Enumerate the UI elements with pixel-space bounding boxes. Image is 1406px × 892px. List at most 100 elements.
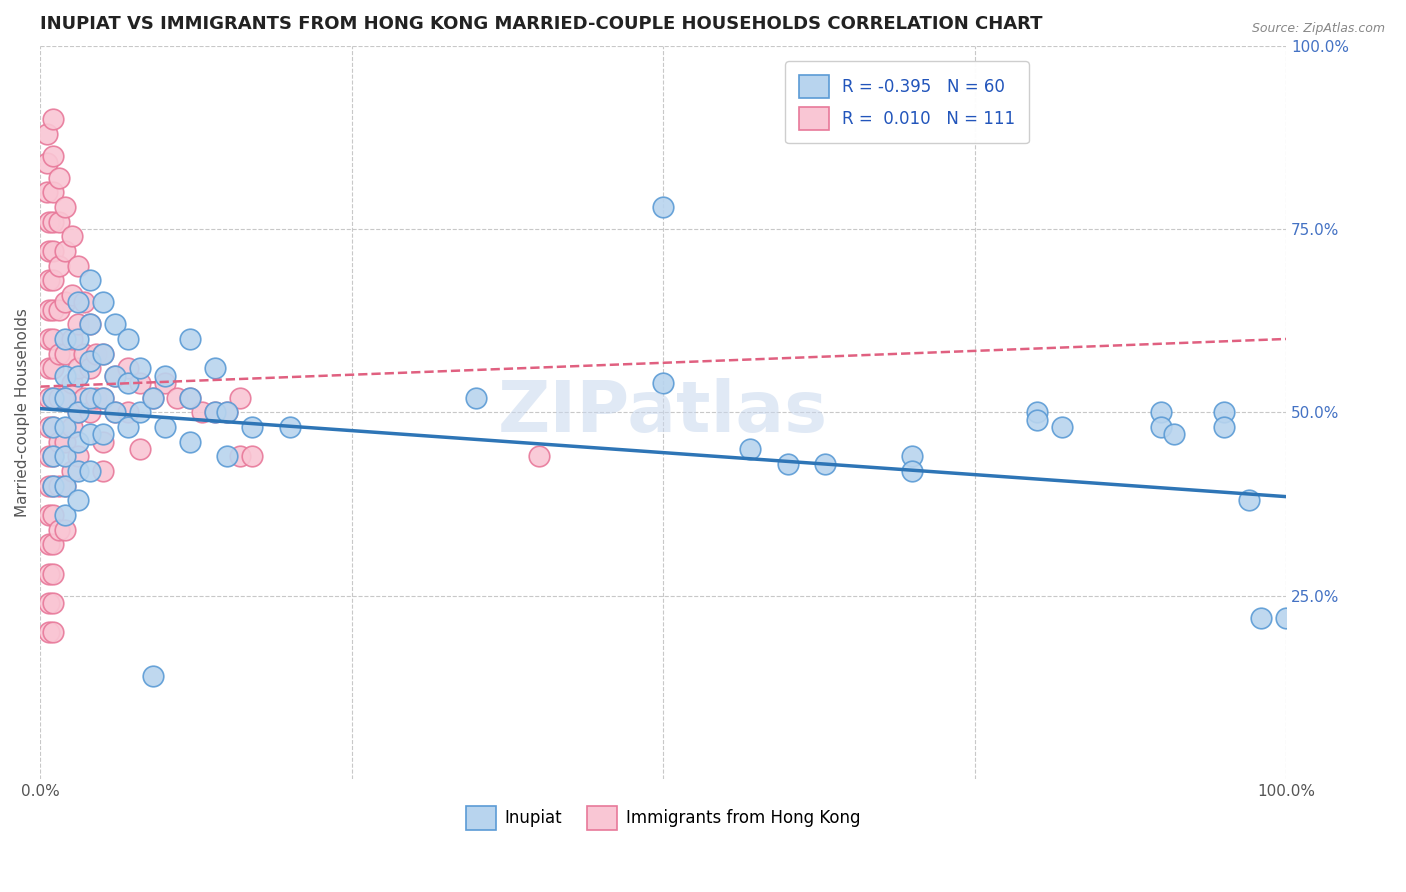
- Point: [179, 391, 201, 405]
- Point: [53, 244, 76, 258]
- Point: [1163, 427, 1185, 442]
- Point: [79, 464, 101, 478]
- Point: [42, 112, 65, 126]
- Point: [53, 346, 76, 360]
- Point: [1237, 493, 1260, 508]
- Point: [191, 405, 214, 419]
- Point: [38, 244, 60, 258]
- Point: [1150, 405, 1173, 419]
- Point: [42, 186, 65, 200]
- Point: [1025, 412, 1047, 426]
- Point: [228, 391, 250, 405]
- Y-axis label: Married-couple Households: Married-couple Households: [15, 308, 30, 516]
- Point: [66, 493, 89, 508]
- Point: [48, 478, 70, 492]
- Point: [53, 391, 76, 405]
- Point: [1050, 420, 1073, 434]
- Point: [129, 361, 152, 376]
- Point: [814, 457, 837, 471]
- Point: [91, 427, 114, 442]
- Point: [48, 170, 70, 185]
- Point: [901, 450, 924, 464]
- Point: [53, 295, 76, 310]
- Point: [42, 391, 65, 405]
- Point: [91, 391, 114, 405]
- Point: [35, 186, 58, 200]
- Point: [53, 523, 76, 537]
- Point: [53, 508, 76, 522]
- Point: [38, 596, 60, 610]
- Point: [48, 302, 70, 317]
- Point: [60, 464, 83, 478]
- Point: [117, 405, 139, 419]
- Point: [228, 450, 250, 464]
- Point: [153, 376, 176, 390]
- Point: [91, 434, 114, 449]
- Point: [42, 273, 65, 287]
- Point: [66, 368, 89, 383]
- Point: [48, 214, 70, 228]
- Point: [79, 361, 101, 376]
- Point: [48, 259, 70, 273]
- Point: [66, 332, 89, 346]
- Point: [86, 346, 108, 360]
- Point: [204, 361, 226, 376]
- Point: [48, 391, 70, 405]
- Point: [60, 229, 83, 244]
- Point: [38, 273, 60, 287]
- Point: [66, 405, 89, 419]
- Point: [73, 346, 96, 360]
- Point: [42, 332, 65, 346]
- Point: [1150, 420, 1173, 434]
- Point: [42, 361, 65, 376]
- Point: [42, 214, 65, 228]
- Point: [91, 391, 114, 405]
- Point: [53, 368, 76, 383]
- Point: [179, 434, 201, 449]
- Text: ZIPatlas: ZIPatlas: [498, 378, 828, 447]
- Point: [91, 346, 114, 360]
- Point: [204, 405, 226, 419]
- Point: [66, 405, 89, 419]
- Point: [53, 478, 76, 492]
- Point: [38, 361, 60, 376]
- Point: [1212, 405, 1234, 419]
- Point: [42, 302, 65, 317]
- Point: [240, 420, 263, 434]
- Point: [129, 442, 152, 456]
- Point: [38, 302, 60, 317]
- Point: [217, 405, 239, 419]
- Point: [117, 332, 139, 346]
- Point: [42, 450, 65, 464]
- Point: [42, 537, 65, 551]
- Point: [73, 391, 96, 405]
- Point: [38, 478, 60, 492]
- Point: [179, 332, 201, 346]
- Point: [117, 420, 139, 434]
- Point: [42, 625, 65, 640]
- Point: [38, 332, 60, 346]
- Point: [79, 318, 101, 332]
- Point: [38, 566, 60, 581]
- Point: [79, 273, 101, 287]
- Point: [53, 478, 76, 492]
- Point: [104, 368, 127, 383]
- Point: [104, 405, 127, 419]
- Point: [66, 464, 89, 478]
- Point: [129, 405, 152, 419]
- Point: [86, 391, 108, 405]
- Point: [527, 450, 550, 464]
- Point: [42, 478, 65, 492]
- Point: [652, 200, 675, 214]
- Point: [117, 376, 139, 390]
- Point: [66, 434, 89, 449]
- Point: [1025, 405, 1047, 419]
- Point: [179, 391, 201, 405]
- Point: [35, 127, 58, 141]
- Point: [901, 464, 924, 478]
- Point: [153, 420, 176, 434]
- Point: [776, 457, 799, 471]
- Point: [217, 405, 239, 419]
- Point: [42, 391, 65, 405]
- Point: [60, 288, 83, 302]
